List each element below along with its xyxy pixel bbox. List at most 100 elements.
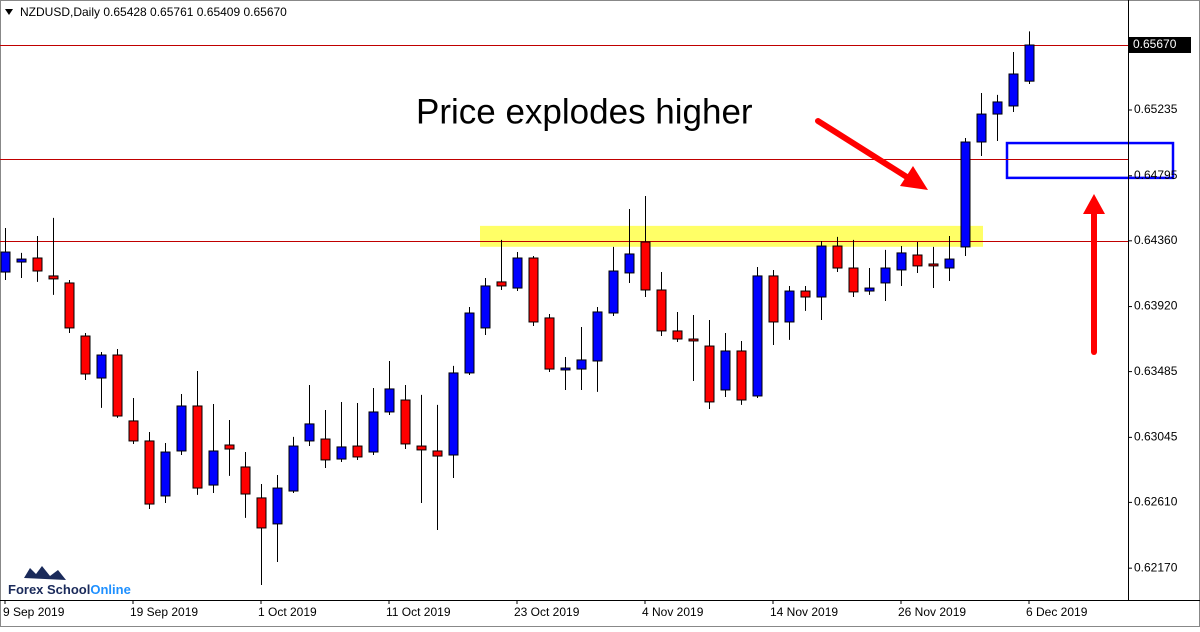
candle-body — [288, 445, 299, 492]
candle — [512, 252, 523, 292]
watermark-part: Forex School — [8, 582, 90, 597]
candle-body — [560, 367, 571, 371]
candle-body — [944, 258, 955, 269]
candle-body — [688, 338, 699, 342]
candle-body — [864, 287, 875, 292]
candle-body — [768, 275, 779, 323]
candle-body — [896, 252, 907, 271]
candle — [928, 246, 939, 289]
candle — [352, 402, 363, 460]
candle — [560, 356, 571, 390]
candle-body — [48, 275, 59, 280]
candle — [784, 285, 795, 340]
x-tick-label: 11 Oct 2019 — [386, 605, 451, 619]
candle-body — [176, 405, 187, 452]
candle-body — [624, 253, 635, 274]
candle — [336, 401, 347, 463]
candle — [304, 385, 315, 447]
candle-body — [544, 317, 555, 370]
candle-body — [224, 444, 235, 450]
watermark: Forex SchoolOnline — [8, 582, 131, 597]
x-tick-label: 6 Dec 2019 — [1026, 605, 1088, 619]
candle — [48, 217, 59, 295]
watermark-part: Online — [90, 582, 130, 597]
candle-body — [720, 350, 731, 391]
candle — [64, 279, 75, 334]
candle — [224, 420, 235, 476]
candle-body — [576, 359, 587, 370]
y-tick-label: 0.63920 — [1134, 299, 1178, 313]
candle — [912, 242, 923, 273]
y-tick-label: 0.63045 — [1134, 430, 1178, 444]
candle-body — [192, 405, 203, 489]
candle-body — [448, 372, 459, 456]
candle — [528, 256, 539, 327]
candle — [464, 307, 475, 376]
candle — [992, 94, 1003, 141]
candle-body — [992, 101, 1003, 115]
candle — [144, 431, 155, 509]
arrow-head — [900, 166, 928, 190]
candle-body — [656, 289, 667, 332]
candle-body — [880, 267, 891, 284]
y-tick-label: 0.65235 — [1134, 102, 1178, 116]
candle-body — [736, 350, 747, 401]
candle — [944, 236, 955, 282]
candle-body — [496, 281, 507, 287]
candle — [208, 404, 219, 493]
candle-body — [640, 241, 651, 291]
candle-body — [848, 267, 859, 293]
candle-body — [800, 290, 811, 298]
candle-body — [432, 450, 443, 457]
candle — [256, 484, 267, 586]
candle-body — [512, 257, 523, 289]
candle-body — [832, 245, 843, 269]
x-tick-label: 26 Nov 2019 — [898, 605, 966, 619]
candle — [448, 365, 459, 479]
y-tick-label: 0.62170 — [1134, 560, 1178, 574]
candle-body — [32, 257, 43, 272]
candle-body — [144, 440, 155, 505]
menu-triangle — [5, 9, 13, 15]
candle — [864, 268, 875, 295]
candle-body — [784, 290, 795, 323]
zone — [1005, 141, 1175, 180]
candle — [384, 360, 395, 415]
candle — [176, 394, 187, 456]
candle-body — [240, 466, 251, 495]
candle-body — [384, 388, 395, 413]
candle — [576, 327, 587, 390]
x-tick-label: 4 Nov 2019 — [642, 605, 704, 619]
candle — [720, 333, 731, 398]
candle-body — [1008, 73, 1019, 107]
candle — [432, 404, 443, 531]
x-tick-label: 1 Oct 2019 — [258, 605, 317, 619]
candle-body — [912, 254, 923, 267]
candle — [880, 249, 891, 302]
candle — [752, 266, 763, 399]
candle-body — [464, 312, 475, 374]
x-tick-label: 14 Nov 2019 — [770, 605, 838, 619]
candle — [704, 320, 715, 409]
arrow-line — [815, 118, 913, 182]
candle — [832, 236, 843, 273]
candle — [1024, 31, 1035, 85]
candle — [16, 252, 27, 279]
y-tick-label: 0.62610 — [1134, 495, 1178, 509]
x-tick-label: 19 Sep 2019 — [130, 605, 198, 619]
candle — [128, 398, 139, 444]
candle — [960, 137, 971, 257]
candle — [288, 436, 299, 493]
candle-body — [352, 445, 363, 458]
candle-body — [0, 251, 11, 273]
candle — [1008, 52, 1019, 112]
candle-body — [608, 270, 619, 314]
candle-body — [16, 258, 27, 263]
candle — [816, 240, 827, 321]
candle — [976, 92, 987, 157]
candle — [688, 314, 699, 382]
candle — [160, 443, 171, 503]
logo-icon — [24, 566, 66, 580]
candle — [496, 239, 507, 290]
